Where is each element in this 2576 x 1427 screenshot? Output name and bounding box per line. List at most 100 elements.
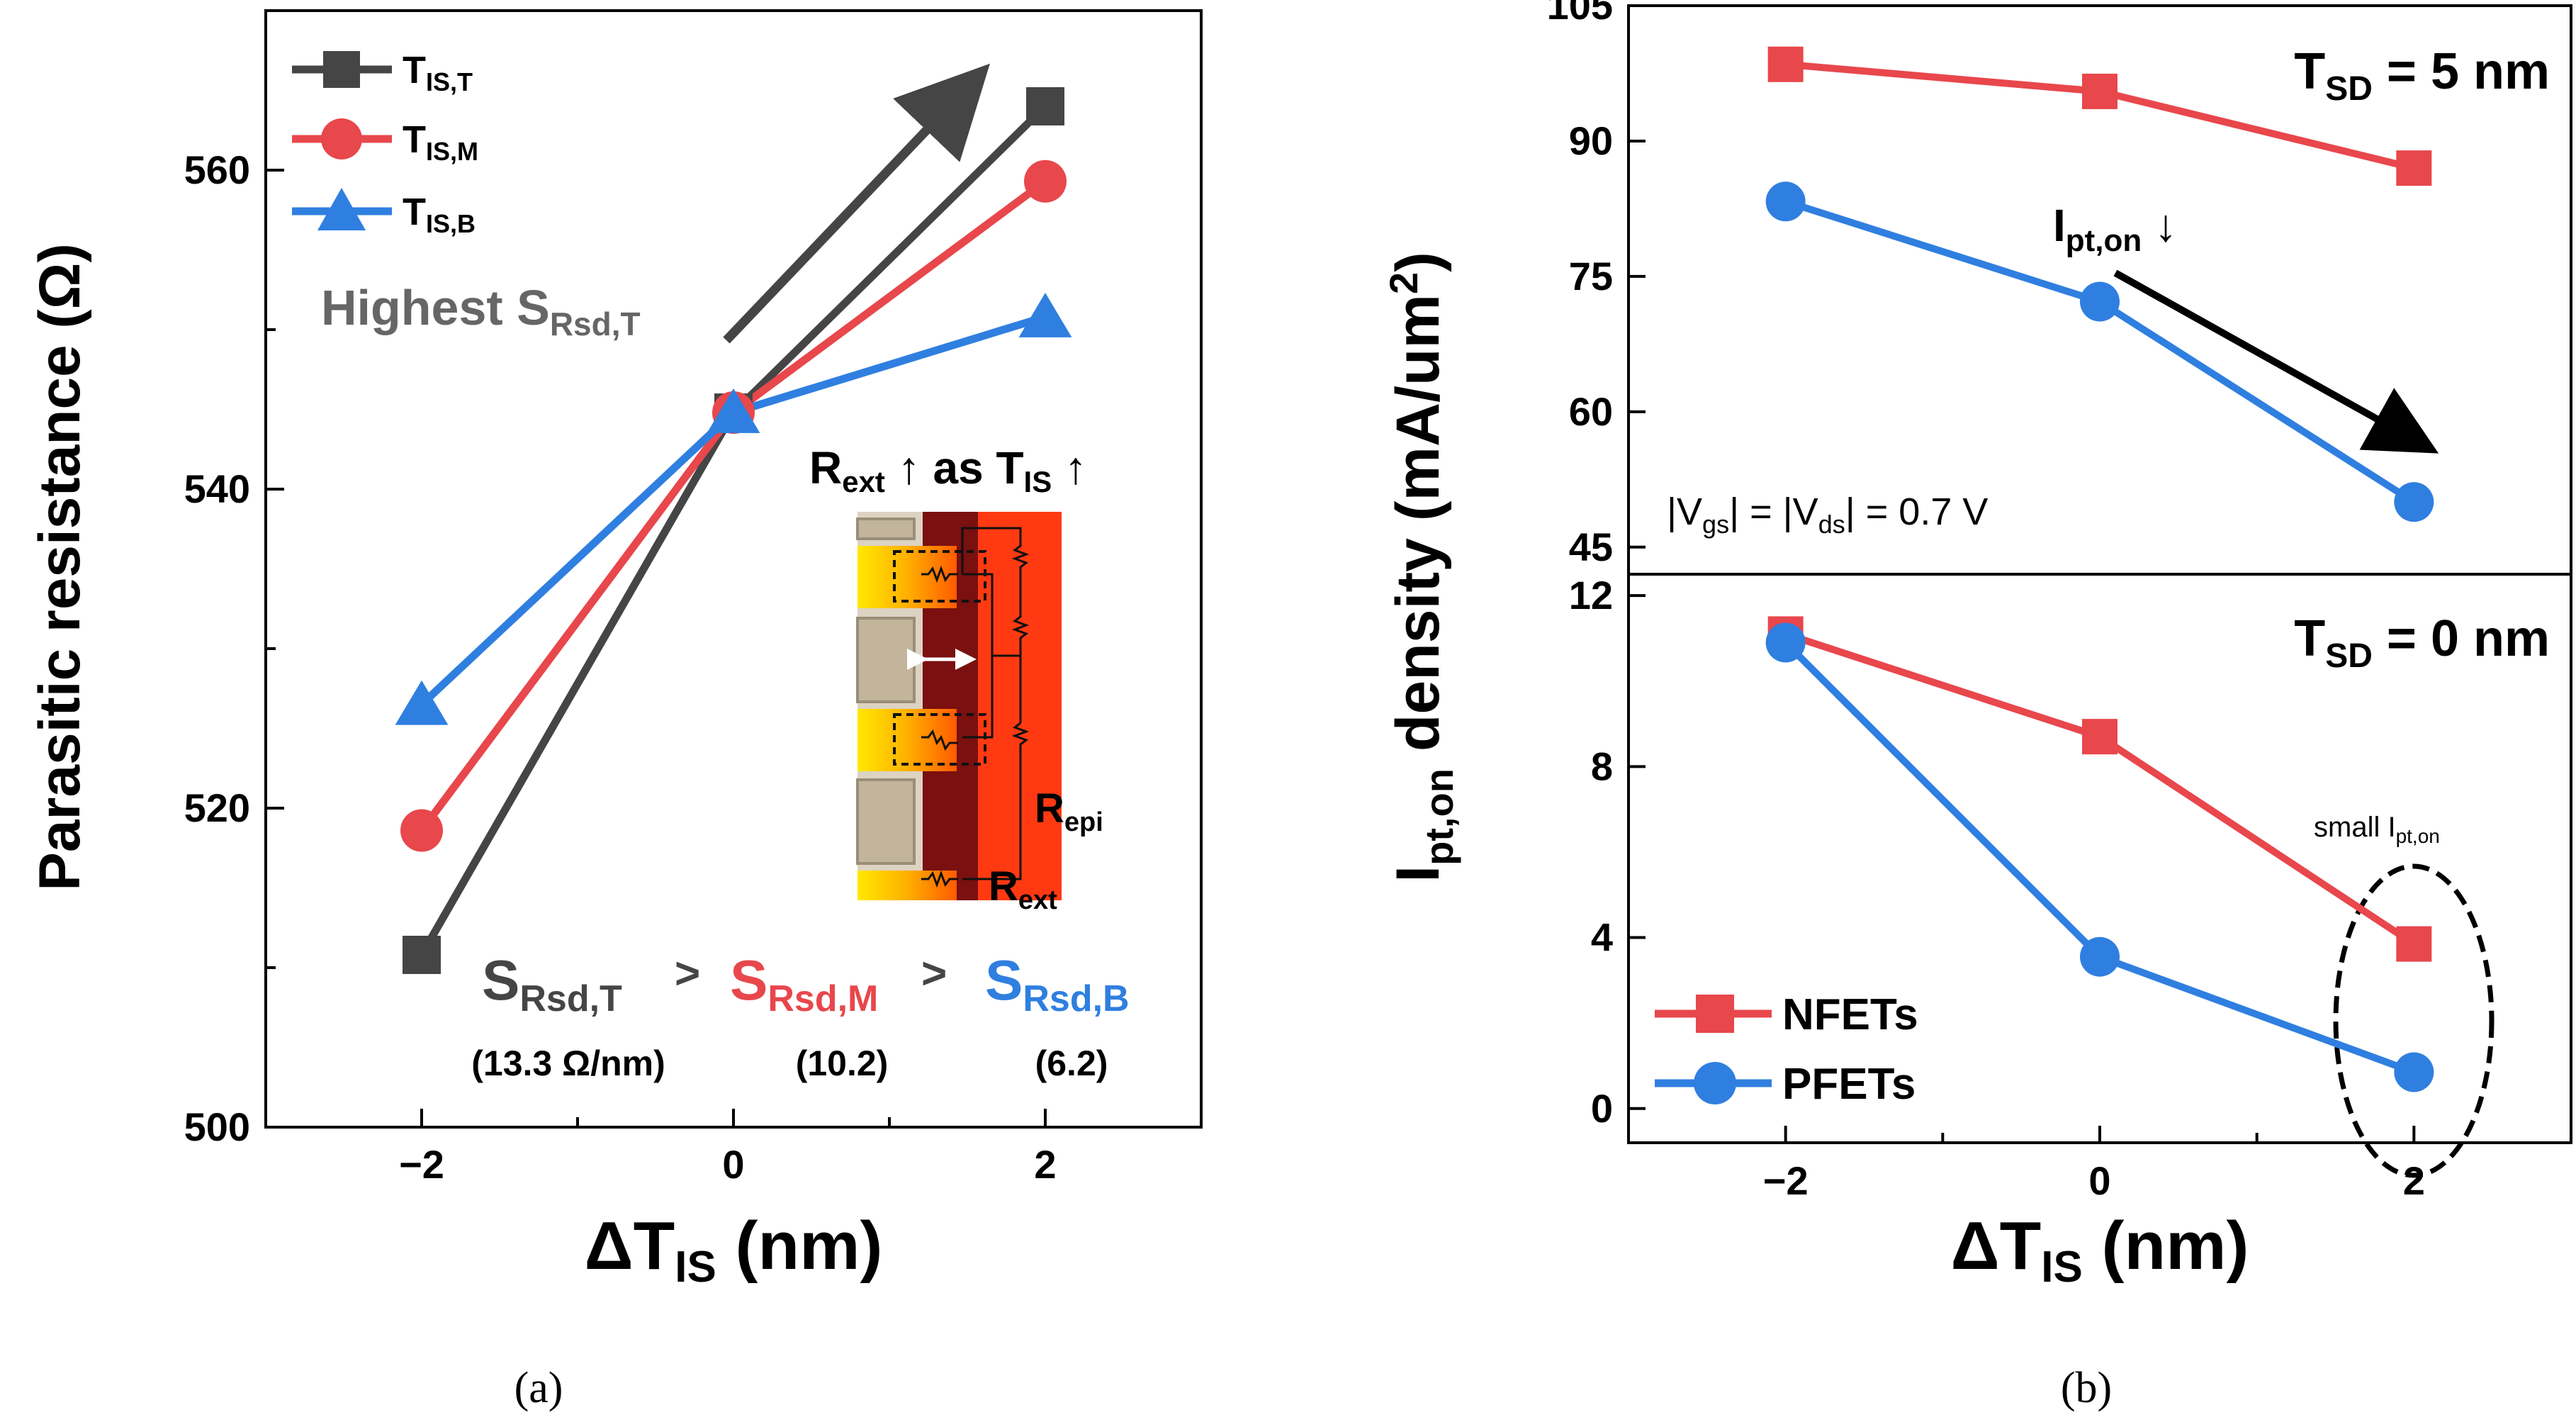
data-point [2396, 150, 2432, 186]
series-group-b [1765, 46, 2434, 1092]
slope-m-value: (10.2) [796, 1043, 889, 1083]
data-point [395, 680, 449, 725]
svg-text:TIS,T: TIS,T [403, 49, 473, 96]
inset-channel-1 [857, 546, 957, 608]
y-tick-label: 105 [1547, 0, 1613, 28]
y-tick-label: 75 [1569, 254, 1613, 298]
panel-b: 45 60 75 90 105 0 4 8 12 −2 0 2 Ipt,on density (m… [1381, 0, 2572, 1412]
slope-b-label: SRsd,B [985, 948, 1130, 1019]
caption-a: (a) [514, 1364, 563, 1412]
data-point [1767, 46, 1804, 82]
data-point [1765, 622, 1806, 663]
legend-item-nfets: NFETs [1655, 990, 1918, 1039]
series-line-segment [1785, 60, 2100, 95]
y-tick-label: 12 [1569, 573, 1613, 617]
series-line-segment [2098, 953, 2416, 1076]
series-line-segment [731, 178, 1048, 416]
top-subplot-title: TSD = 5 nm [2294, 43, 2550, 108]
y-tick-label: 520 [184, 785, 250, 830]
data-point [1765, 181, 1806, 222]
series-line-segment [419, 409, 736, 707]
x-tick-label: 2 [2403, 1158, 2425, 1203]
inset-dashed-box-2 [893, 713, 986, 766]
x-tick-label: 2 [1034, 1142, 1056, 1187]
ipt-decrease-label: Ipt,on ↓ [2053, 200, 2177, 258]
series-line-segment [731, 103, 1048, 415]
inset-rext-label: Rext [989, 863, 1057, 915]
vgs-vds-label: |Vgs| = |Vds| = 0.7 V [1667, 491, 1988, 539]
trend-arrow [723, 63, 990, 344]
x-axis-label: ΔTIS (nm) [585, 1208, 883, 1292]
small-ipt-label: small Ipt,on [2314, 812, 2440, 847]
data-point [403, 936, 441, 974]
y-tick-label: 8 [1591, 744, 1613, 788]
series-line-segment [2098, 733, 2417, 947]
data-point [707, 388, 760, 433]
svg-text:PFETs: PFETs [1782, 1060, 1916, 1109]
gt-symbol-1: > [675, 949, 700, 998]
slope-m-label: SRsd,M [730, 948, 878, 1019]
ipt-decrease-arrow [2113, 269, 2439, 454]
series-line-segment [418, 410, 737, 957]
y-tick-label: 60 [1569, 389, 1613, 434]
legend: TIS,T TIS,M TIS,B [292, 49, 478, 238]
svg-text:TIS,M: TIS,M [403, 118, 478, 166]
bottom-subplot-title: TSD = 0 nm [2294, 610, 2550, 675]
series-line-segment [418, 410, 737, 833]
series-line-segment [732, 313, 1047, 417]
data-point [1026, 87, 1064, 125]
y-tick-label: 540 [184, 466, 250, 511]
svg-text:NFETs: NFETs [1782, 990, 1918, 1039]
y-tick-label: 90 [1569, 118, 1613, 163]
inset-network [921, 527, 1030, 888]
x-axis-b: −2 0 2 [1763, 1126, 2425, 1203]
y-tick-label: 45 [1569, 525, 1613, 569]
y-axis: 500 520 540 560 [184, 147, 284, 1149]
data-point [1024, 160, 1067, 203]
inset-repi-label: Repi [1035, 785, 1103, 837]
x-tick-label: 0 [722, 1142, 744, 1187]
svg-text:TIS,B: TIS,B [403, 191, 476, 238]
x-axis-label-b: ΔTIS (nm) [1951, 1208, 2249, 1292]
gt-symbol-2: > [921, 949, 947, 998]
series-line-segment [1783, 639, 2103, 960]
y-tick-label: 4 [1591, 915, 1613, 960]
data-point [2394, 482, 2434, 522]
caption-b: (b) [2061, 1364, 2112, 1412]
legend-b: NFETs PFETs [1655, 990, 1918, 1109]
highest-slope-annotation: Highest SRsd,T [321, 280, 641, 342]
data-point [2082, 719, 2117, 755]
series-group [395, 87, 1072, 974]
y-axis-label: Parasitic resistance (Ω) [28, 243, 92, 891]
series-line-segment [1784, 198, 2101, 306]
inset-schematic: Rext ↑ as TIS ↑ Repi Rext [809, 442, 1103, 915]
slope-comparison: SRsd,T > SRsd,M > SRsd,B (13.3 Ω/nm) (10… [471, 948, 1129, 1083]
legend-item-tis-t: TIS,T [292, 49, 473, 96]
slope-t-label: SRsd,T [482, 948, 622, 1019]
y-tick-label: 500 [184, 1104, 250, 1149]
data-point [2396, 926, 2432, 962]
slope-b-value: (6.2) [1035, 1043, 1108, 1083]
data-point [2080, 936, 2120, 977]
data-point [2082, 73, 2117, 109]
highlight-ellipse [2333, 863, 2495, 1178]
y-axis-label-b: Ipt,on density (mA/um2) [1381, 252, 1461, 883]
slope-t-value: (13.3 Ω/nm) [471, 1043, 665, 1083]
inset-title: Rext ↑ as TIS ↑ [809, 442, 1087, 498]
data-point [2394, 1052, 2434, 1092]
data-point [2080, 281, 2120, 322]
x-tick-label: −2 [399, 1142, 444, 1187]
series-line-segment [2098, 298, 2417, 505]
legend-item-tis-b: TIS,B [292, 188, 476, 238]
x-axis: −2 0 2 [399, 1109, 1057, 1187]
x-tick-label: −2 [1763, 1158, 1809, 1203]
series-line-segment [2098, 88, 2415, 172]
legend-item-pfets: PFETs [1655, 1060, 1916, 1109]
series-line-segment [1784, 630, 2101, 740]
legend-item-tis-m: TIS,M [292, 118, 478, 166]
data-point [400, 809, 443, 852]
data-point [1018, 293, 1072, 337]
x-tick-label: 0 [2088, 1158, 2110, 1203]
inset-dashed-box-1 [893, 550, 986, 603]
